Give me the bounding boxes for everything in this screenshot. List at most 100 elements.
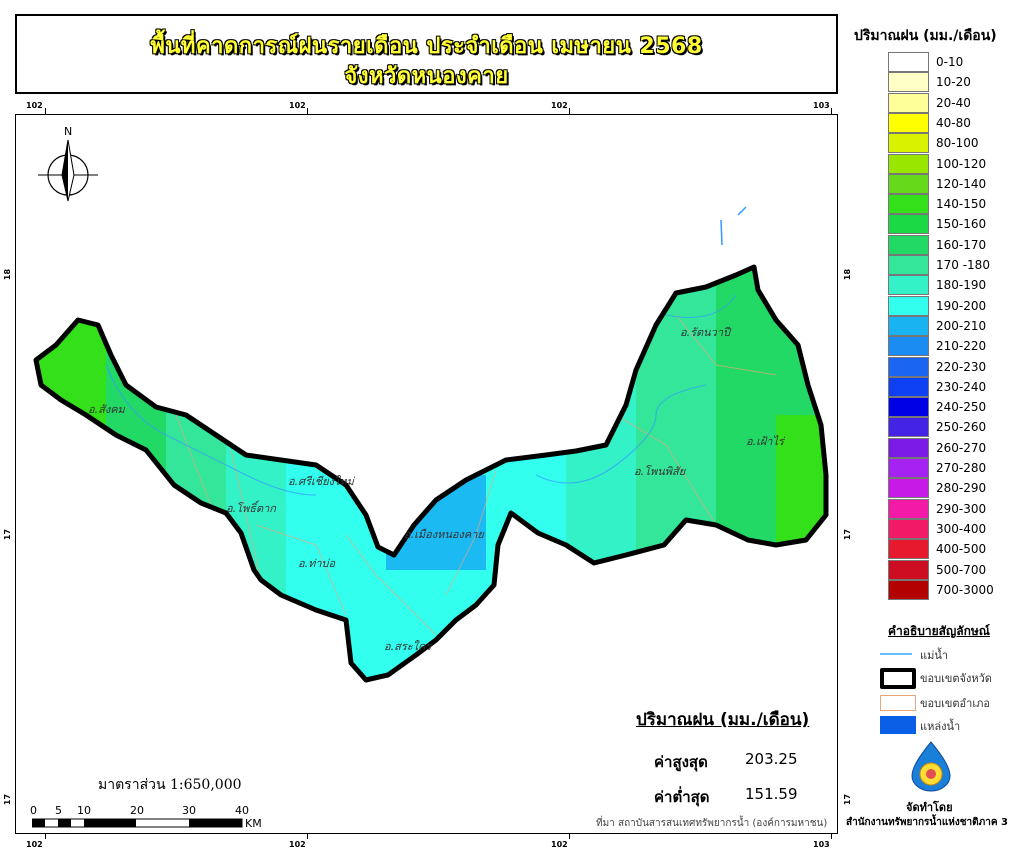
legend-item: 400-500 [888, 539, 1018, 560]
min-value: 151.59 [745, 785, 798, 803]
map-subtitle: จังหวัดหนองคาย [344, 64, 509, 89]
map-title: พื้นที่คาดการณ์ฝนรายเดือน ประจำเดือน เมษ… [150, 34, 703, 59]
legend-label: 180-190 [936, 278, 987, 293]
legend-swatch [888, 559, 929, 580]
scale-number: 10 [77, 804, 91, 817]
title-box: พื้นที่คาดการณ์ฝนรายเดือน ประจำเดือน เมษ… [15, 14, 838, 94]
legend-item: 270-280 [888, 458, 1018, 478]
legend-item: 700-3000 [888, 579, 1018, 600]
district-label: อ.เฝ้าไร่ [746, 435, 786, 448]
legend-title: ปริมาณฝน (มม./เดือน) [854, 28, 997, 44]
legend-swatch [888, 214, 929, 235]
legend-label: 10-20 [936, 75, 971, 90]
north-arrow: N [38, 125, 98, 202]
legend-item: 290-300 [888, 498, 1018, 519]
key-water: แหล่งน้ำ [878, 716, 1018, 734]
legend-item: 10-20 [888, 72, 1018, 93]
province-map: อ.สังคม อ.ศรีเชียงใหม่ อ.โพธิ์ตาก อ.ท่าบ… [33, 125, 829, 683]
legend-label: 140-150 [936, 197, 987, 212]
legend-swatch [888, 194, 929, 215]
legend-swatch [888, 498, 929, 519]
legend-item: 180-190 [888, 275, 1018, 296]
legend-swatch [888, 112, 929, 133]
legend-label: 150-160 [936, 217, 987, 232]
coord-right-2: 17 [843, 528, 853, 541]
district-label: อ.สระใคร [384, 640, 433, 653]
coord-top-3: 102 [551, 101, 568, 110]
scale-number: 0 [30, 804, 37, 817]
river-segment [737, 206, 747, 216]
legend-swatch [888, 173, 929, 194]
coord-left-1: 18 [3, 268, 13, 281]
legend-label: 210-220 [936, 339, 987, 354]
legend-label: 250-260 [936, 420, 987, 435]
legend-swatch [888, 255, 929, 275]
coord-top-1: 102 [26, 101, 43, 110]
legend-swatch [888, 133, 929, 154]
legend-swatch [888, 315, 929, 336]
tick [569, 833, 570, 839]
scale-number: 20 [130, 804, 144, 817]
legend-item: 170 -180 [888, 255, 1018, 275]
scale-unit: KM [245, 817, 262, 830]
legend-item: 80-100 [888, 133, 1018, 154]
stats-title: ปริมาณฝน (มม./เดือน) [636, 710, 810, 730]
legend-item: 200-210 [888, 315, 1018, 336]
scale-number: 40 [235, 804, 249, 817]
legend-item: 40-80 [888, 112, 1018, 133]
legend-swatch [888, 539, 929, 560]
tick [569, 108, 570, 114]
district-label: อ.ท่าบ่อ [298, 557, 336, 570]
coord-right-3: 17 [843, 793, 853, 806]
tick [831, 108, 832, 114]
legend-item: 210-220 [888, 336, 1018, 357]
map-frame: อ.สังคม อ.ศรีเชียงใหม่ อ.โพธิ์ตาก อ.ท่าบ… [15, 114, 838, 834]
tick [45, 108, 46, 114]
coord-bottom-4: 103 [813, 840, 830, 849]
legend-swatch [888, 458, 929, 478]
coord-top-2: 102 [289, 101, 306, 110]
legend-label: 400-500 [936, 542, 987, 557]
legend-item: 500-700 [888, 559, 1018, 580]
legend-label: 270-280 [936, 461, 987, 475]
legend-label: 230-240 [936, 379, 987, 394]
legend-item: 190-200 [888, 295, 1018, 316]
coord-right-1: 18 [843, 268, 853, 281]
coord-left-2: 17 [3, 528, 13, 541]
legend-label: 280-290 [936, 481, 987, 496]
district-label: อ.สังคม [88, 403, 126, 416]
legend-label: 0-10 [936, 55, 964, 69]
legend-swatch [888, 376, 929, 397]
legend-label: 20-40 [936, 95, 971, 110]
coord-left-3: 17 [3, 793, 13, 806]
legend-label: 220-230 [936, 359, 987, 374]
legend-swatch [888, 478, 929, 499]
legend-label: 260-270 [936, 440, 987, 455]
province-boundary [33, 264, 829, 683]
district-boundaries [175, 314, 777, 636]
legend-label: 290-300 [936, 501, 987, 516]
legend-label: 200-210 [936, 318, 987, 333]
legend-swatch [888, 579, 929, 600]
legend-item: 260-270 [888, 437, 1018, 458]
rivers [105, 294, 737, 496]
legend-label: 160-170 [936, 237, 987, 252]
key-river: แม่น้ำ [880, 649, 949, 662]
legend-swatch [888, 234, 929, 255]
scale-text: มาตราส่วน 1:650,000 [98, 777, 242, 793]
legend-item: 0-10 [888, 52, 1018, 72]
legend-label: 240-250 [936, 400, 987, 415]
legend-swatch [888, 295, 929, 316]
legend-label: 80-100 [936, 136, 979, 151]
min-label: ค่าต่ำสุด [654, 788, 710, 806]
legend-swatch [888, 397, 929, 418]
legend-swatch [888, 153, 929, 174]
tick [45, 833, 46, 839]
legend-item: 280-290 [888, 478, 1018, 499]
district-label: อ.เมืองหนองคาย [404, 528, 485, 541]
legend-label: 700-3000 [936, 582, 994, 597]
legend-item: 220-230 [888, 356, 1018, 377]
district-label: อ.โพนพิสัย [634, 465, 687, 478]
scale-number: 5 [55, 804, 62, 817]
north-label: N [64, 125, 72, 138]
